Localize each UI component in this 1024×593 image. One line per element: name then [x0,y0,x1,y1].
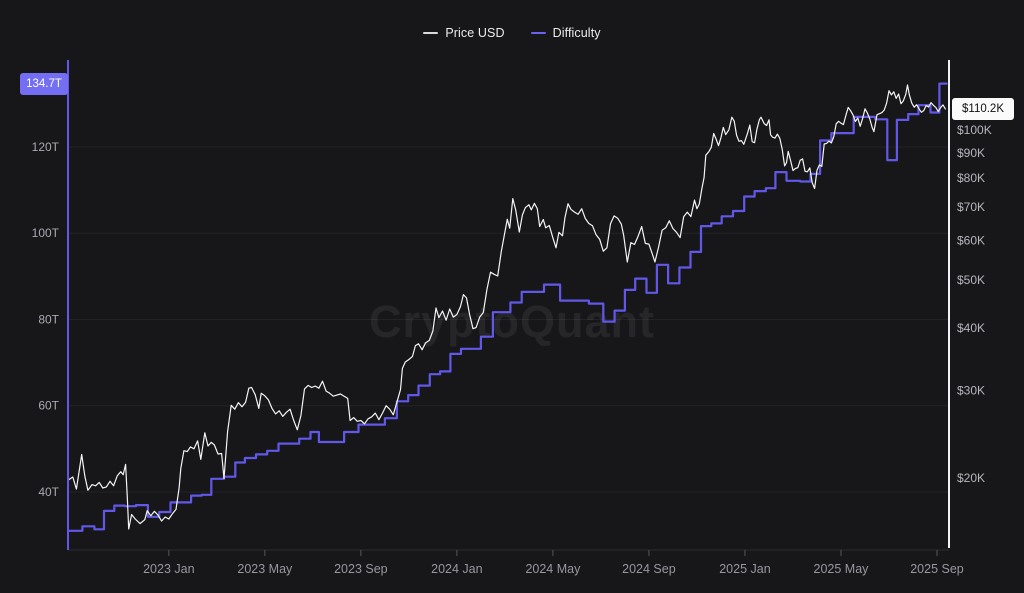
x-tick-label: 2025 Sep [910,562,964,576]
x-tick-label: 2025 May [814,562,870,576]
difficulty-line-path [66,82,948,532]
legend-item-difficulty[interactable]: Difficulty [530,26,601,40]
difficulty-line-swatch [530,31,546,35]
x-tick-label: 2024 Sep [622,562,676,576]
legend-label-difficulty: Difficulty [552,26,601,40]
price-current-value-badge: $110.2K [952,98,1014,120]
right-axis-tick-label: $70K [957,200,985,214]
left-axis-tick-label: 80T [38,312,59,326]
price-line-path [67,84,946,530]
legend-item-price-usd[interactable]: Price USD [423,26,505,40]
right-axis-tick-label: $40K [957,321,985,335]
difficulty-current-value-badge: 134.7T [20,73,68,95]
legend-label-price-usd: Price USD [445,26,505,40]
left-axis-tick-label: 100T [32,226,60,240]
x-tick-label: 2025 Jan [719,562,770,576]
x-tick-label: 2024 Jan [431,562,482,576]
right-axis-tick-label: $100K [957,123,992,137]
x-tick-label: 2023 Sep [334,562,388,576]
right-axis-tick-label: $60K [957,233,985,247]
right-axis-tick-label: $20K [957,471,985,485]
right-axis-tick-label: $30K [957,383,985,397]
legend: Price USD Difficulty [0,24,1024,42]
price-line-swatch [423,31,439,35]
x-tick-label: 2023 Jan [143,562,194,576]
left-axis-tick-label: 60T [38,399,59,413]
left-axis-tick-label: 120T [32,140,60,154]
x-tick-label: 2024 May [525,562,581,576]
right-axis-tick-label: $50K [957,273,985,287]
right-axis-tick-label: $90K [957,146,985,160]
x-tick-label: 2023 May [237,562,293,576]
right-axis-tick-label: $80K [957,171,985,185]
left-axis-tick-label: 40T [38,485,59,499]
